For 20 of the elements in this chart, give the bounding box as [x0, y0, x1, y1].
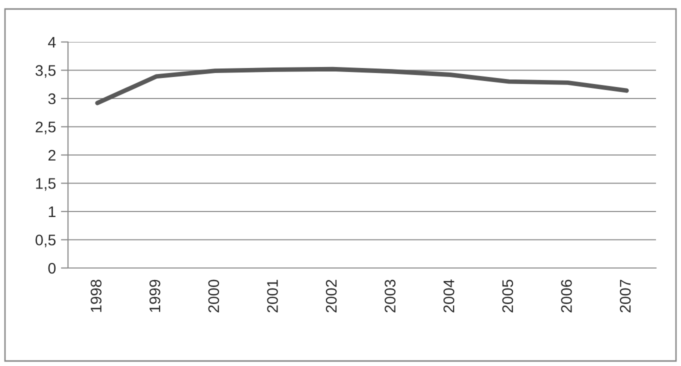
x-tick-label: 2002	[326, 280, 337, 312]
y-tick-label: 0,5	[36, 234, 56, 248]
y-tick-label: 2	[48, 150, 56, 161]
x-tick-label: 2004	[443, 280, 454, 312]
x-tick-label: 2005	[502, 280, 514, 312]
y-tick-label: 4	[48, 37, 56, 48]
y-tick-label: 0	[48, 262, 56, 274]
x-tick-label: 2007	[620, 280, 631, 312]
y-tick-label: 3,5	[36, 65, 56, 78]
x-tick-label: 1998	[90, 280, 102, 312]
line-series	[95, 66, 629, 106]
x-tick-label: 2001	[267, 280, 278, 312]
y-tick-label: 1	[48, 206, 56, 218]
x-tick-label: 2006	[561, 280, 572, 312]
x-tick-label: 2000	[208, 280, 220, 312]
x-tick-label: 1999	[149, 280, 160, 312]
x-tick-label: 2003	[384, 280, 396, 312]
y-tick-label: 1,5	[36, 178, 56, 191]
y-tick-label: 2,5	[36, 122, 56, 134]
y-tick-label: 3	[48, 93, 56, 104]
